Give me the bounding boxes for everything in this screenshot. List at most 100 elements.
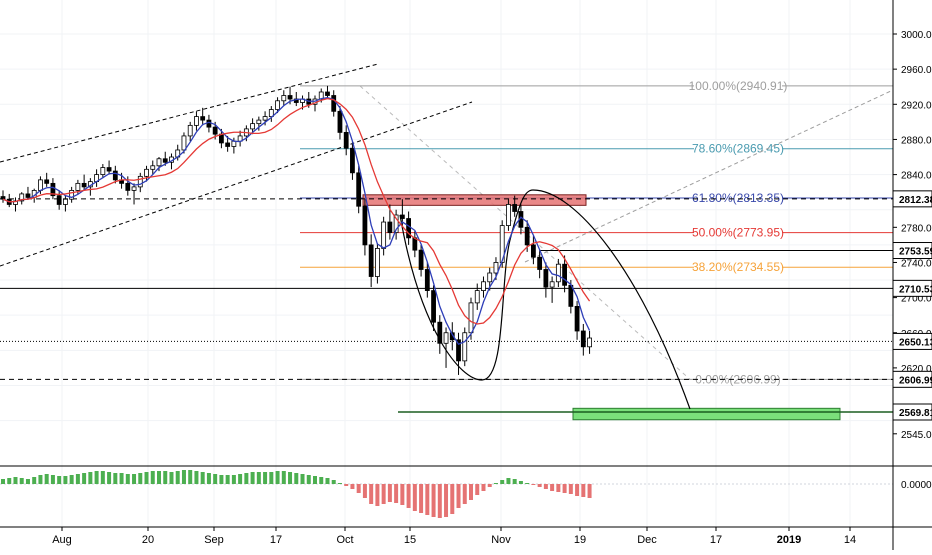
candle-body — [337, 110, 343, 133]
histogram-bar — [469, 484, 473, 500]
histogram-bar — [100, 471, 105, 484]
histogram-bar — [188, 470, 193, 484]
candle-body — [368, 244, 374, 277]
candle-body — [393, 214, 399, 233]
candle-body — [456, 339, 461, 362]
candle-body — [19, 193, 25, 202]
x-tick-label: 14 — [844, 534, 856, 546]
price-badge-box — [892, 332, 932, 350]
x-axis-ticks: Aug 20 Sep 17 Oct 15 Nov 19 Dec 17 2019 14 — [52, 527, 856, 546]
y-tick-label: 2740.00 — [901, 258, 932, 269]
y-tick-label: 2960.00 — [901, 65, 932, 76]
x-tick-label: 2019 — [777, 534, 801, 546]
histogram-bar — [531, 484, 536, 485]
price-badge-box — [892, 190, 932, 208]
candle-body — [574, 305, 580, 332]
oscillator-histogram — [0, 465, 932, 518]
y-tick-label: 2840.00 — [901, 171, 932, 182]
histogram-bar — [506, 478, 511, 484]
price-badge-label: 2710.53 — [899, 284, 932, 295]
candle-body — [468, 302, 474, 334]
y-tick-label: 2700.00 — [901, 294, 932, 305]
moving-averages — [2, 97, 591, 345]
histogram-bar — [238, 474, 243, 484]
candle-body — [212, 126, 218, 135]
candle-body — [112, 170, 118, 181]
candle-body — [162, 158, 168, 163]
projection-line — [524, 89, 894, 263]
histogram-bar — [450, 484, 455, 514]
histogram-bar — [213, 474, 218, 484]
histogram-bar — [568, 484, 573, 494]
histogram-bar — [88, 472, 93, 484]
candle-body — [25, 193, 31, 198]
histogram-bar — [263, 472, 268, 484]
histogram-bar — [119, 473, 124, 484]
y-tick-label: 2620.00 — [901, 364, 932, 375]
candle-body — [225, 142, 231, 147]
histogram-bar — [157, 471, 161, 484]
histogram-bar — [288, 472, 293, 484]
histogram-bar — [475, 484, 480, 495]
x-tick-label: 17 — [710, 534, 722, 546]
x-tick-label: Dec — [637, 534, 657, 546]
candle-body — [50, 182, 56, 197]
candle-body — [443, 332, 449, 344]
candle-body — [69, 190, 75, 200]
histogram-bar — [250, 472, 255, 484]
histogram-bar — [562, 484, 567, 493]
candle-body — [38, 179, 43, 191]
candle-body — [187, 124, 193, 137]
histogram-bar — [412, 484, 417, 511]
histogram-bar — [462, 484, 467, 504]
histogram-bar — [269, 472, 274, 484]
histogram-bar — [275, 471, 280, 484]
candle-body — [562, 263, 567, 286]
candle-body — [555, 263, 561, 283]
histogram-bar — [1, 479, 5, 484]
fib-level-label: 100.00%(2940.91) — [689, 79, 788, 93]
price-badge-label: 2569.81 — [899, 408, 932, 419]
candle-body — [0, 196, 6, 200]
candle-body — [250, 123, 256, 130]
histogram-bar — [362, 484, 367, 498]
candle-body — [325, 91, 330, 96]
candle-body — [131, 186, 137, 191]
candle-body — [144, 168, 149, 177]
candle-body — [531, 244, 536, 258]
candle-body — [512, 204, 518, 212]
histogram-bar — [456, 484, 461, 508]
histogram-bar — [181, 470, 186, 484]
histogram-bar — [369, 484, 374, 504]
y-tick-label: 2545.00 — [901, 430, 932, 441]
candle-body — [281, 95, 287, 102]
histogram-bar — [175, 471, 180, 484]
candle-body — [399, 214, 405, 219]
histogram-bar — [125, 474, 130, 484]
x-tick-label: Nov — [491, 534, 511, 546]
histogram-bar — [82, 473, 87, 484]
histogram-bar — [525, 483, 530, 484]
histogram-bar — [575, 484, 580, 496]
histogram-bar — [325, 478, 330, 484]
histogram-bar — [487, 484, 492, 487]
histogram-bar — [356, 484, 361, 493]
histogram-bar — [32, 477, 37, 484]
histogram-bar — [425, 484, 430, 515]
rounding-pattern-arc — [399, 189, 691, 410]
price-badge-label: 2606.99 — [899, 375, 932, 386]
histogram-bar — [331, 480, 336, 484]
price-badge-box — [892, 403, 932, 421]
candle-body — [63, 198, 68, 205]
x-tick-label: 20 — [142, 534, 154, 546]
candle-body — [100, 167, 106, 175]
histogram-bar — [44, 474, 49, 484]
price-badge-box — [892, 370, 932, 388]
histogram-bar — [313, 476, 317, 484]
candle-body — [350, 147, 355, 174]
candle-body — [81, 182, 87, 188]
